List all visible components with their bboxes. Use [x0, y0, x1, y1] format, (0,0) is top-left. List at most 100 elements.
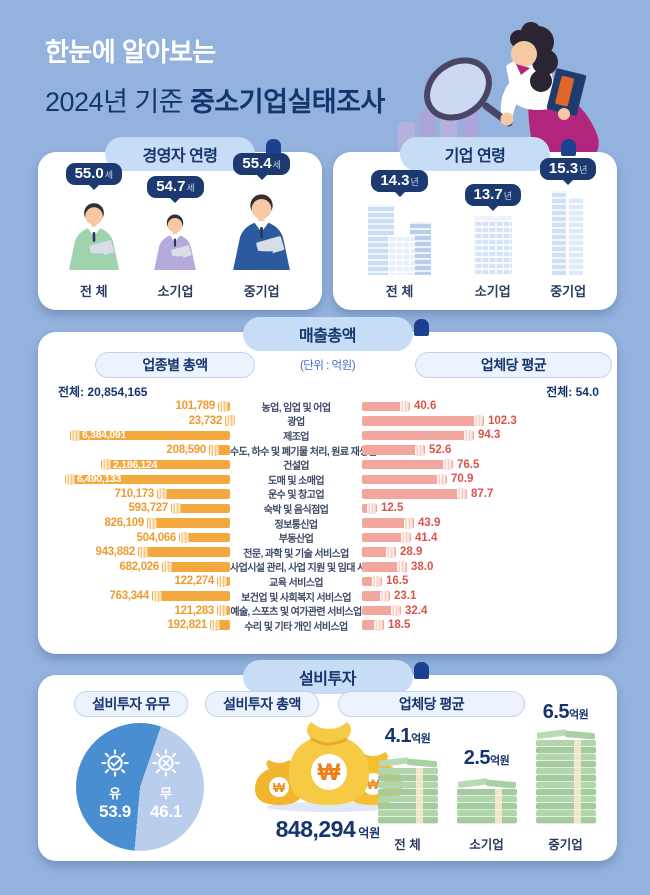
industry-category-label: 전문, 과학 및 기술 서비스업 [243, 548, 349, 560]
coin-icon [218, 605, 227, 617]
sales-chart-row: 6,490,133 도매 및 소매업 70.9 [48, 472, 609, 487]
ceo-age-card: 경영자 연령 55.0세 전 체 54.7세 소기업 55.4세 중기업 [38, 137, 322, 310]
industry-category-label: 건설업 [283, 461, 309, 473]
industry-total-value: 943,882 [95, 546, 136, 559]
avg-bar [362, 488, 467, 500]
avg-bar [362, 561, 407, 573]
industry-total-bar-zone: 121,283 [48, 605, 230, 617]
building-icon [463, 215, 523, 275]
industry-total-bar-zone: 2,186,124 [48, 459, 230, 471]
sales-bar-chart: 101,789 농업, 임업 및 어업 40.6 23,732 광업 102.3 6,384… [48, 399, 609, 633]
avg-bar [362, 532, 411, 544]
industry-total-value: 763,344 [109, 590, 150, 603]
avg-value: 18.5 [388, 619, 411, 632]
avg-bar-zone: 28.9 [362, 546, 609, 558]
stack-amount: 2.5 [463, 747, 491, 769]
avg-value: 70.9 [451, 473, 474, 486]
industry-category-label: 숙박 및 음식점업 [263, 504, 329, 516]
bag-center: ₩ [289, 722, 369, 805]
firm-age-header: 기업 연령 [400, 137, 550, 171]
coin-icon [397, 561, 406, 573]
coin-icon [163, 561, 172, 573]
coin-icon [374, 619, 383, 631]
figure-holder [146, 207, 204, 275]
stack-label: 중기업 [548, 838, 583, 852]
coin-icon [71, 429, 80, 441]
industry-total-bar-zone: 6,490,133 [48, 473, 230, 485]
bubble-unit: 년 [579, 165, 588, 175]
stack-unit: 억원 [411, 733, 431, 745]
industry-total-value: 6,384,091 [82, 429, 127, 442]
page-title: 한눈에 알아보는 2024년 기준 중소기업실태조사 [45, 32, 385, 119]
stack-unit: 억원 [490, 755, 510, 767]
avg-value: 87.7 [471, 487, 494, 500]
coin-icon [148, 517, 157, 529]
sales-chart-row: 23,732 광업 102.3 [48, 414, 609, 429]
coin-icon [404, 517, 413, 529]
avg-value: 40.6 [414, 400, 437, 413]
stack-value: 2.5억원 [464, 747, 510, 770]
coin-icon [457, 488, 466, 500]
industry-category-label: 정보통신업 [274, 519, 318, 531]
per-company-avg-subheader: 업체당 평균 [415, 352, 612, 378]
figure-label: 전 체 [80, 284, 108, 299]
avg-value: 38.0 [411, 560, 434, 573]
stack-label: 소기업 [469, 838, 504, 852]
sales-chart-row: 122,274 교육 서비스업 16.5 [48, 574, 609, 589]
avg-bar-zone: 38.0 [362, 561, 609, 573]
figure-column: 15.3년 중기업 [539, 158, 597, 300]
avg-bar-zone: 43.9 [362, 517, 609, 529]
value-bubble: 13.7년 [464, 184, 521, 206]
bubble-value: 13.7 [473, 186, 503, 203]
money-bags-icon: ₩ ₩ ₩ [255, 722, 402, 812]
sales-chart-row: 6,384,091 제조업 94.3 [48, 428, 609, 443]
title-line1: 한눈에 알아보는 [45, 37, 216, 67]
investment-total-amount: 848,294 억원 [233, 816, 423, 843]
coin-icon [211, 619, 220, 631]
pie-yes-label: 유 [109, 786, 121, 801]
sales-chart-row: 682,026 사업시설 관리, 사업 지원 및 임대 서비스업 38.0 [48, 560, 609, 575]
bookmark-ribbon-icon [413, 319, 429, 336]
industry-category-label: 운수 및 창고업 [268, 490, 325, 502]
coin-icon [102, 459, 111, 471]
avg-bar [362, 459, 453, 471]
svg-text:₩: ₩ [273, 780, 286, 795]
avg-bar [362, 415, 484, 427]
coin-icon [367, 502, 376, 514]
industry-total-bar [225, 415, 235, 427]
value-bubble: 55.0세 [65, 163, 123, 185]
avg-value: 43.9 [418, 517, 441, 530]
industry-total-bar [138, 546, 230, 558]
stack-figure [454, 774, 520, 829]
money-stack-icon [535, 729, 596, 824]
bubble-value: 14.3 [380, 172, 410, 189]
avg-bar-zone: 76.5 [362, 459, 609, 471]
stack-figure [533, 728, 599, 829]
avg-bar [362, 575, 382, 587]
avg-bar-zone: 87.7 [362, 488, 609, 500]
title-year: 2024년 기준 [45, 87, 191, 117]
industry-total-bar [147, 517, 230, 529]
investment-pie-chart: 유 53.9 무 46.1 [76, 723, 204, 851]
coin-icon [226, 415, 235, 427]
coin-icon [139, 546, 148, 558]
investment-yn-subheader: 설비투자 유무 [74, 691, 188, 717]
figure-label: 중기업 [550, 284, 587, 299]
industry-total-bar-zone: 122,274 [48, 575, 230, 587]
industry-category-label: 교육 서비스업 [269, 577, 323, 589]
industry-category-label: 예술, 스포츠 및 여가관련 서비스업 [230, 607, 362, 619]
investment-total-value: 848,294 [275, 816, 356, 842]
industry-category-label: 도매 및 소매업 [268, 475, 325, 487]
ceo-age-header: 경영자 연령 [105, 137, 255, 171]
facility-investment-card: 설비투자 설비투자 유무 설비투자 총액 업체당 평균 유 53.9 [38, 660, 617, 861]
industry-total-bar-zone: 6,384,091 [48, 429, 230, 442]
industry-total-bar: 2,186,124 [101, 459, 230, 471]
industry-total-bar: 6,384,091 [70, 429, 230, 442]
industry-total-value: 122,274 [174, 575, 215, 588]
investment-header: 설비투자 [242, 660, 413, 694]
figure-column: 55.4세 중기업 [222, 153, 301, 300]
sales-total-card: 매출총액 업종별 총액 (단위 : 억원) 업체당 평균 전체: 20,854,… [38, 317, 617, 654]
ceo-age-figures: 55.0세 전 체 54.7세 소기업 55.4세 중기업 [38, 153, 322, 300]
title-survey-name: 중소기업실태조사 [190, 87, 385, 117]
